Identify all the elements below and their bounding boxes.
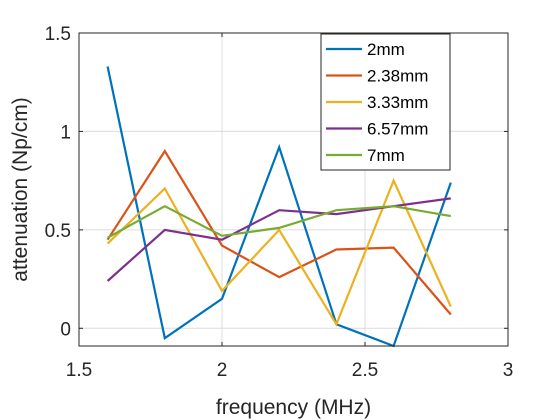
x-axis-label: frequency (MHz) [216,396,371,419]
x-tick-label: 2 [217,360,228,381]
legend-label: 6.57mm [367,120,428,139]
y-tick-labels: 0 0.5 1 1.5 [45,24,71,340]
x-tick-labels: 1.5 2 2.5 3 [66,360,514,381]
legend-label: 3.33mm [367,93,428,112]
legend-label: 2mm [367,40,405,59]
x-tick-label: 3 [503,360,514,381]
plot-frame [78,32,509,347]
y-axis-label: attenuation (Np/cm) [9,97,32,281]
series-line-7mm [107,204,451,239]
x-tick-label: 2.5 [352,360,378,381]
series-line-2-38mm [106,149,452,316]
y-tick-label: 1.5 [45,24,71,45]
series-line-3-33mm [106,177,452,327]
y-tick-label: 0.5 [45,221,71,242]
legend-label: 7mm [367,146,405,165]
y-tick-label: 1 [60,122,71,143]
legend-label: 2.38mm [367,67,428,86]
legend: 2mm 2.38mm 3.33mm 6.57mm 7mm [320,33,451,171]
x-tick-label: 1.5 [66,360,92,381]
y-tick-label: 0 [60,319,71,340]
